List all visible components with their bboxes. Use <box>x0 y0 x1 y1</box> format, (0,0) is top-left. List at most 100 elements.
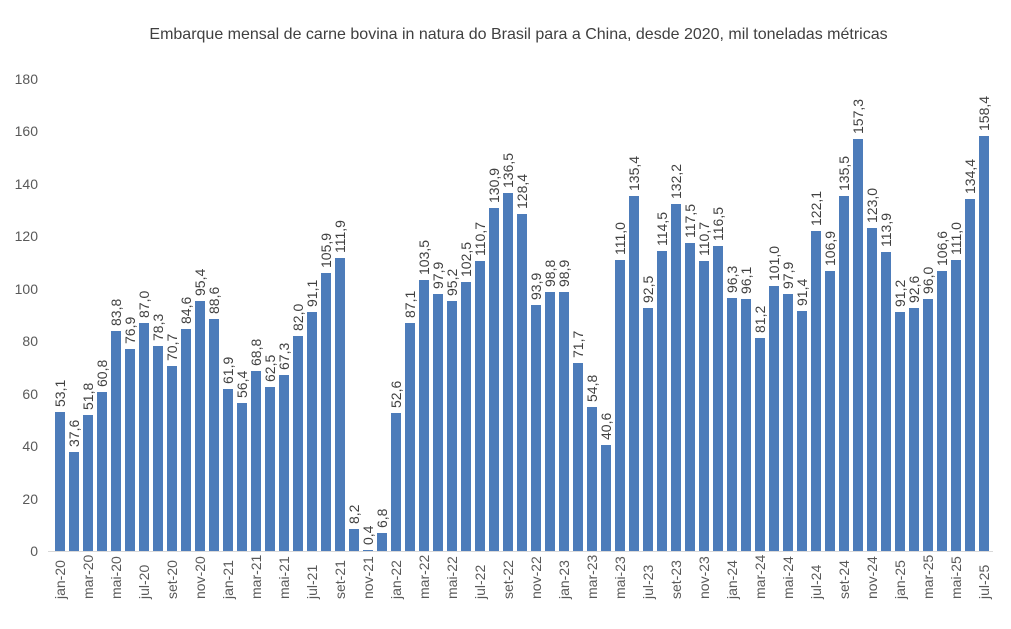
bar-mai-22 <box>447 301 457 551</box>
bar-value-label: 60,8 <box>94 359 110 387</box>
bar-abr-25 <box>937 271 947 551</box>
bar-set-21 <box>335 258 345 551</box>
bar-abr-24 <box>769 286 779 551</box>
bar-set-23 <box>671 204 681 551</box>
bar-ago-22 <box>489 208 499 551</box>
bar-value-label: 132,2 <box>668 163 684 199</box>
bar-value-label: 122,1 <box>808 190 824 226</box>
bar-mar-23 <box>587 407 597 551</box>
bar-jan-25 <box>895 312 905 551</box>
bar-value-label: 76,9 <box>122 316 138 344</box>
y-axis-tick-label: 80 <box>22 333 38 350</box>
bar-dez-22 <box>545 292 555 551</box>
x-axis-tick-label: jul-22 <box>472 564 488 599</box>
bar-jun-24 <box>797 311 807 551</box>
bar-jan-22 <box>391 413 401 551</box>
bar-set-24 <box>839 196 849 551</box>
bar-value-label: 157,3 <box>850 98 866 134</box>
bar-out-22 <box>517 214 527 551</box>
bar-jan-20 <box>55 412 65 551</box>
y-axis-tick-label: 0 <box>30 543 38 559</box>
bar-abr-22 <box>433 294 443 551</box>
bar-fev-22 <box>405 323 415 551</box>
bar-dez-20 <box>209 319 219 551</box>
x-axis-tick-label: nov-20 <box>192 556 208 599</box>
bar-value-label: 134,4 <box>962 158 978 194</box>
bar-value-label: 91,1 <box>304 279 320 307</box>
x-axis-line <box>48 551 993 552</box>
bar-value-label: 70,7 <box>164 333 180 361</box>
bar-value-label: 92,5 <box>640 275 656 303</box>
bar-value-label: 6,8 <box>374 508 390 528</box>
y-axis-tick-label: 120 <box>14 228 38 245</box>
x-axis-tick-label: mai-25 <box>948 556 964 599</box>
bar-ago-21 <box>321 273 331 551</box>
bar-nov-22 <box>531 305 541 551</box>
bar-set-20 <box>167 366 177 551</box>
bar-value-label: 67,3 <box>276 342 292 370</box>
x-axis-tick-label: mar-21 <box>248 554 264 599</box>
x-axis-tick-label: mar-24 <box>752 554 768 599</box>
x-axis-tick-label: mai-23 <box>612 556 628 599</box>
bar-fev-20 <box>69 452 79 551</box>
bar-value-label: 116,5 <box>710 207 726 241</box>
bar-value-label: 0,4 <box>360 525 376 545</box>
bar-out-24 <box>853 139 863 551</box>
bar-jan-23 <box>559 292 569 551</box>
bar-value-label: 111,0 <box>612 222 628 255</box>
bar-value-label: 87,1 <box>402 290 418 318</box>
y-axis-tick-label: 100 <box>14 280 38 297</box>
bar-jul-24 <box>811 231 821 551</box>
bar-value-label: 53,1 <box>52 379 68 407</box>
bar-ago-24 <box>825 271 835 551</box>
bar-value-label: 128,4 <box>514 173 530 209</box>
x-axis-tick-label: nov-24 <box>864 556 880 599</box>
bar-value-label: 81,2 <box>752 305 768 333</box>
bar-mai-25 <box>951 260 961 551</box>
x-axis-tick-label: mar-22 <box>416 554 432 599</box>
bar-jul-25 <box>979 136 989 551</box>
bar-set-22 <box>503 193 513 551</box>
x-axis-tick-label: jan-24 <box>724 560 740 599</box>
bar-value-label: 111,9 <box>332 220 348 253</box>
bar-value-label: 82,0 <box>290 303 306 331</box>
bar-dez-24 <box>881 252 891 551</box>
bar-ago-23 <box>657 251 667 551</box>
x-axis-tick-label: jan-22 <box>388 560 404 599</box>
x-axis-tick-label: nov-22 <box>528 556 544 599</box>
bar-mai-23 <box>615 260 625 551</box>
bar-ago-20 <box>153 346 163 551</box>
x-axis-tick-label: nov-23 <box>696 556 712 599</box>
bar-jul-21 <box>307 312 317 551</box>
bar-jun-23 <box>629 196 639 551</box>
y-axis-tick-label: 140 <box>14 175 38 192</box>
x-axis-tick-label: jul-25 <box>976 564 992 599</box>
bar-out-23 <box>685 243 695 551</box>
bar-value-label: 37,6 <box>66 419 82 447</box>
bar-abr-23 <box>601 445 611 551</box>
bar-nov-24 <box>867 228 877 551</box>
x-axis-tick-label: jan-20 <box>52 560 68 599</box>
bar-dez-23 <box>713 246 723 551</box>
x-axis-tick-label: nov-21 <box>360 556 376 599</box>
x-axis-tick-label: jul-24 <box>808 564 824 599</box>
x-axis-tick-label: mai-20 <box>108 556 124 599</box>
x-axis-tick-label: set-24 <box>836 560 852 599</box>
bar-mar-21 <box>251 371 261 551</box>
bar-value-label: 91,4 <box>794 278 810 306</box>
x-axis-tick-label: jul-23 <box>640 564 656 599</box>
bar-mar-22 <box>419 280 429 551</box>
bar-out-20 <box>181 329 191 551</box>
bar-value-label: 96,1 <box>738 266 754 294</box>
x-axis-tick-label: mai-21 <box>276 556 292 599</box>
bar-jul-20 <box>139 323 149 551</box>
bar-abr-21 <box>265 387 275 551</box>
bar-jul-22 <box>475 261 485 551</box>
x-axis-tick-label: jan-25 <box>892 560 908 599</box>
bar-value-label: 135,5 <box>836 155 852 191</box>
y-axis-tick-label: 160 <box>14 123 38 140</box>
bar-value-label: 8,2 <box>346 504 362 524</box>
y-axis-tick-label: 180 <box>14 71 38 87</box>
